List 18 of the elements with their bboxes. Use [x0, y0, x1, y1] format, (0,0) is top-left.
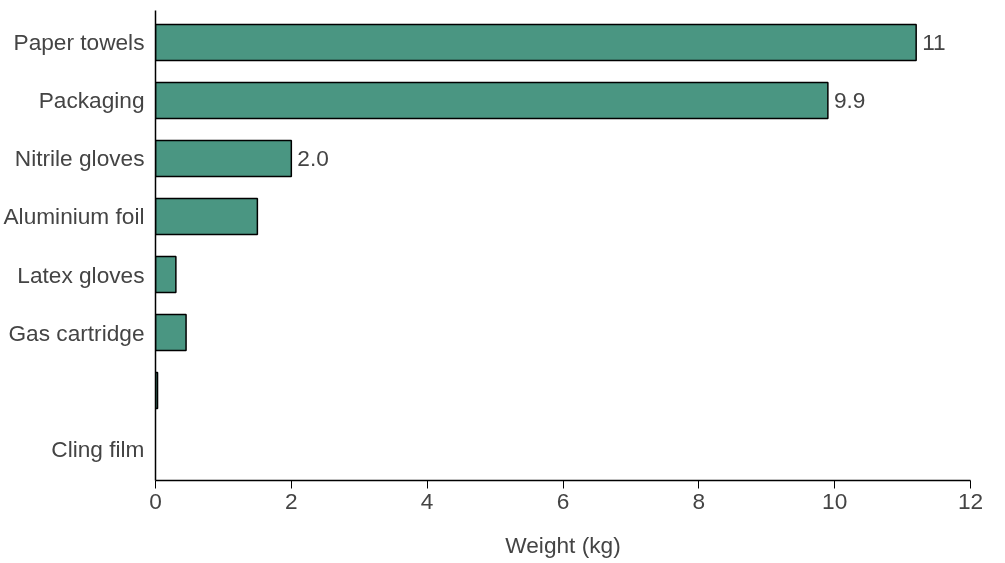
x-axis-title: Weight (kg)	[505, 531, 621, 558]
y-tick-label: Paper towels	[13, 29, 145, 56]
y-tick-label: Packaging	[38, 87, 145, 114]
y-tick-label: Gas cartridge	[8, 319, 145, 346]
data-label: 2.0	[297, 144, 329, 171]
data-label: 11	[922, 28, 946, 55]
x-tick-label: 4	[420, 487, 434, 514]
y-tick-label: Cling film	[51, 435, 145, 462]
y-tick-label: Latex gloves	[17, 261, 145, 288]
y-tick-label: Nitrile gloves	[14, 145, 145, 172]
x-tick-label: 8	[692, 487, 706, 514]
x-tick-label: 2	[285, 487, 298, 514]
data-label: 9.9	[833, 86, 866, 113]
x-tick-label: 0	[149, 487, 162, 514]
x-tick-label: 12	[957, 487, 984, 514]
x-tick-label: 10	[822, 487, 848, 514]
x-tick-label: 6	[556, 487, 570, 514]
y-tick-label: Aluminium foil	[3, 203, 145, 230]
